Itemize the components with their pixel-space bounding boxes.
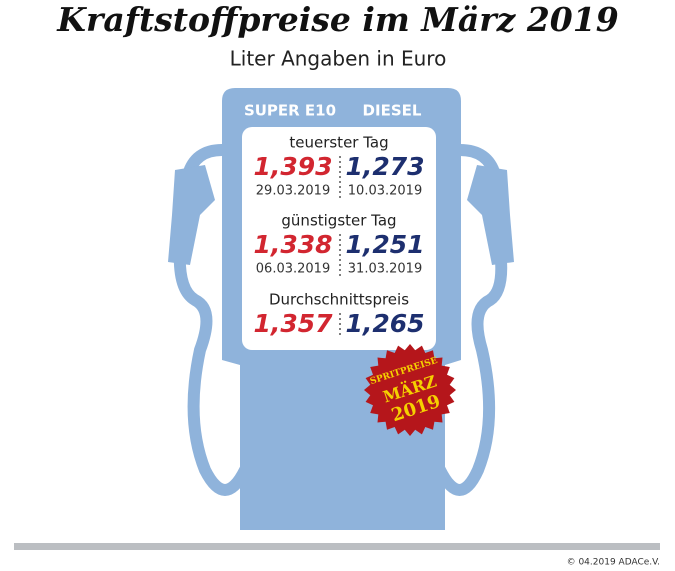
footer: © 04.2019 ADACe.V. (567, 558, 660, 568)
price: 1,251 (345, 230, 424, 259)
column-header: SUPER E10 (244, 102, 336, 120)
section-label: günstigster Tag (281, 212, 396, 230)
section-label: teuerster Tag (289, 134, 388, 152)
column-header: DIESEL (363, 102, 422, 120)
price: 1,357 (253, 309, 333, 338)
nozzles (168, 165, 514, 265)
date: 31.03.2019 (348, 262, 422, 277)
footer-bar (14, 543, 660, 550)
title: Kraftstoffpreise im März 2019 (56, 0, 618, 39)
subtitle: Liter Angaben in Euro (230, 47, 447, 71)
price: 1,265 (345, 309, 424, 338)
price: 1,273 (345, 152, 424, 181)
price: 1,338 (253, 230, 332, 259)
badge: SPRITPREISE MÄRZ 2019 (364, 344, 456, 436)
price: 1,393 (253, 152, 332, 181)
date: 06.03.2019 (256, 262, 330, 277)
section-label: Durchschnittspreis (269, 291, 409, 309)
panel (242, 127, 436, 350)
date: 10.03.2019 (348, 184, 422, 199)
date: 29.03.2019 (256, 184, 330, 199)
